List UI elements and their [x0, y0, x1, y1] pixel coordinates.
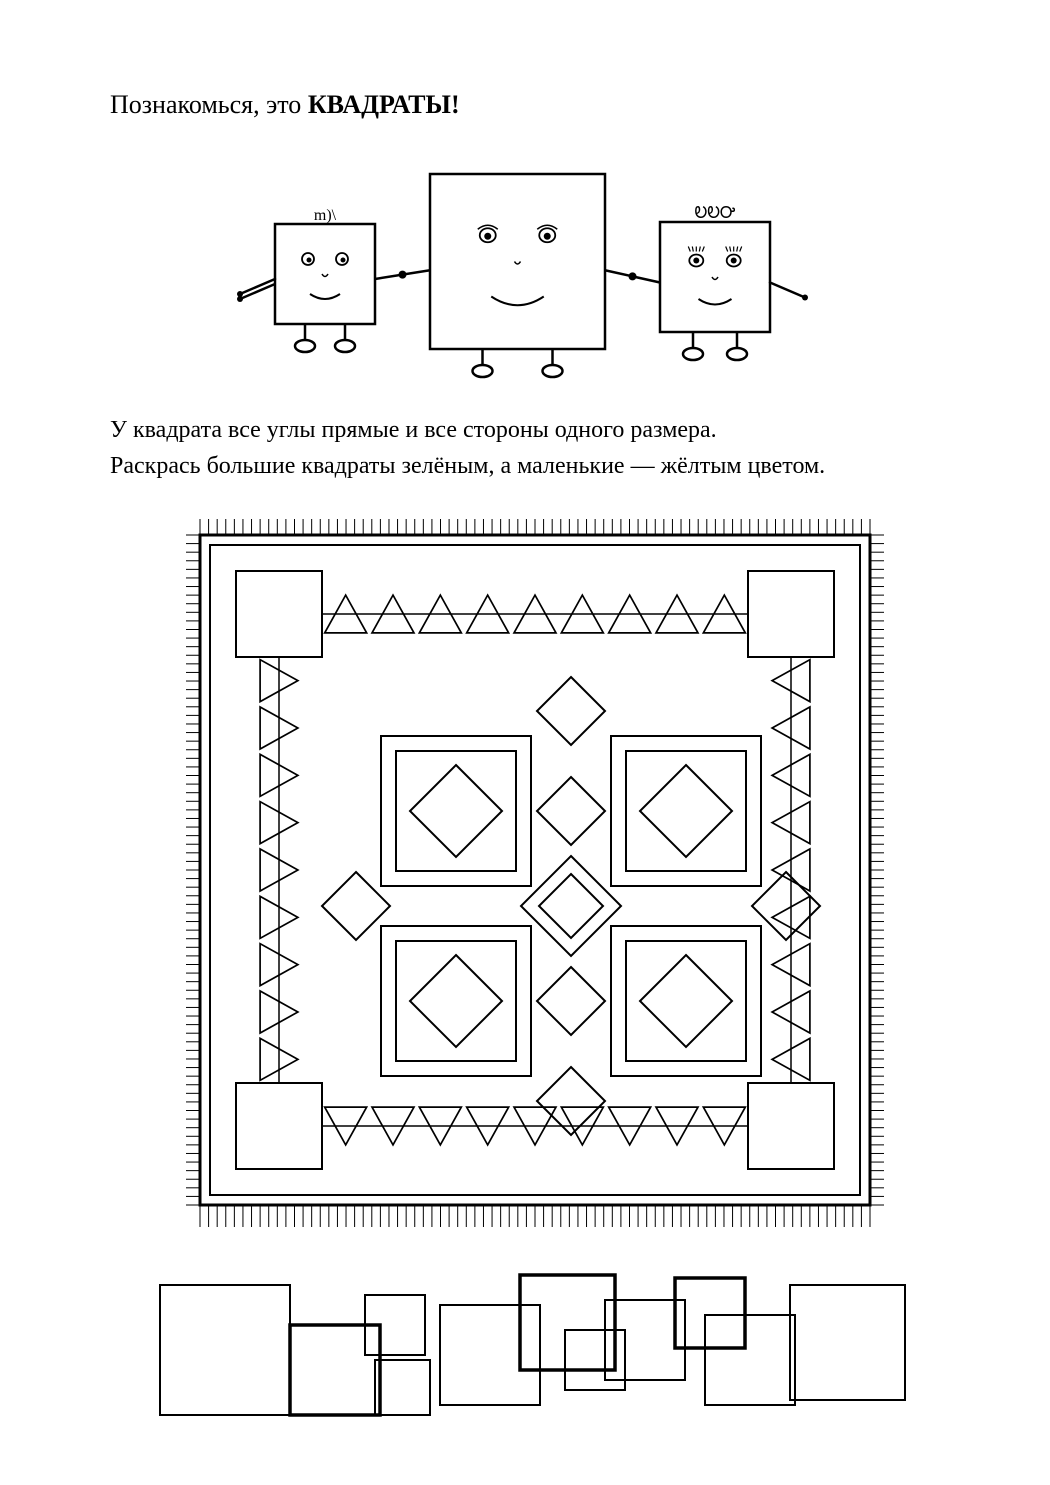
footer-square — [520, 1275, 615, 1370]
svg-text:ᎧᎧᎤ: ᎧᎧᎤ — [694, 205, 736, 222]
footer-square — [290, 1325, 380, 1415]
page-title: Познакомься, это КВАДРАТЫ! — [110, 90, 960, 120]
footer-square — [375, 1360, 430, 1415]
instruction-line-2: Раскрась большие квадраты зелёным, а мал… — [110, 453, 825, 479]
title-emph: КВАДРАТЫ! — [308, 90, 460, 119]
footer-square — [790, 1285, 905, 1400]
footer-square — [705, 1315, 795, 1405]
corner-square — [236, 571, 322, 657]
square-characters-illustration: m)\ ᎧᎧᎤ — [185, 144, 885, 394]
instructions: У квадрата все углы прямые и все стороны… — [110, 412, 960, 484]
worksheet-page: Познакомься, это КВАДРАТЫ! m)\ ᎧᎧᎤ У квад… — [0, 0, 1050, 1470]
corner-square — [748, 1083, 834, 1169]
footer-squares-row — [150, 1260, 920, 1430]
svg-text:m)\: m)\ — [314, 207, 337, 224]
carpet-container — [110, 510, 960, 1230]
title-prefix: Познакомься, это — [110, 90, 308, 119]
geometric-carpet — [175, 510, 895, 1230]
corner-square — [748, 571, 834, 657]
footer-square — [160, 1285, 290, 1415]
corner-square — [236, 1083, 322, 1169]
footer-square — [605, 1300, 685, 1380]
instruction-line-1: У квадрата все углы прямые и все стороны… — [110, 417, 717, 443]
footer-square — [440, 1305, 540, 1405]
